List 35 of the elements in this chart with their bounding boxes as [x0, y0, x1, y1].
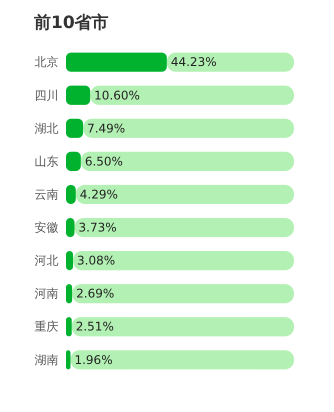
y-tick-label: 重庆: [34, 320, 58, 334]
y-tick-label: 云南: [34, 187, 58, 202]
bar: [66, 52, 167, 72]
bar: [66, 350, 70, 370]
data-label: 2.51%: [76, 320, 114, 334]
bar: [83, 118, 294, 138]
data-label: 1.96%: [74, 352, 113, 367]
bar: [90, 86, 294, 105]
data-label: 7.49%: [87, 121, 126, 136]
bar: [72, 317, 294, 336]
bar: [166, 52, 294, 72]
chart-title: 前10省市: [33, 13, 109, 33]
y-tick-label: 湖南: [34, 352, 58, 367]
bar: [70, 350, 294, 370]
data-label: 10.60%: [94, 88, 140, 102]
y-tick-label: 安徽: [34, 220, 58, 235]
bar: [66, 118, 84, 138]
data-label: 3.73%: [78, 220, 117, 235]
y-tick-label: 湖北: [34, 121, 58, 136]
y-tick-label: 河北: [34, 254, 58, 268]
data-label: 4.29%: [80, 187, 118, 202]
bar: [72, 284, 294, 304]
bar: [76, 184, 294, 204]
data-label: 2.69%: [76, 286, 114, 301]
data-label: 44.23%: [170, 55, 217, 70]
bar: [74, 218, 294, 238]
data-label: 6.50%: [84, 154, 123, 168]
bar: [80, 152, 294, 171]
bar: [73, 251, 294, 270]
y-tick-label: 山东: [34, 154, 58, 168]
bar: [66, 86, 90, 105]
y-tick-label: 北京: [34, 55, 58, 70]
y-tick-label: 河南: [34, 286, 58, 301]
data-label: 3.08%: [77, 254, 116, 268]
y-tick-label: 四川: [34, 88, 58, 102]
